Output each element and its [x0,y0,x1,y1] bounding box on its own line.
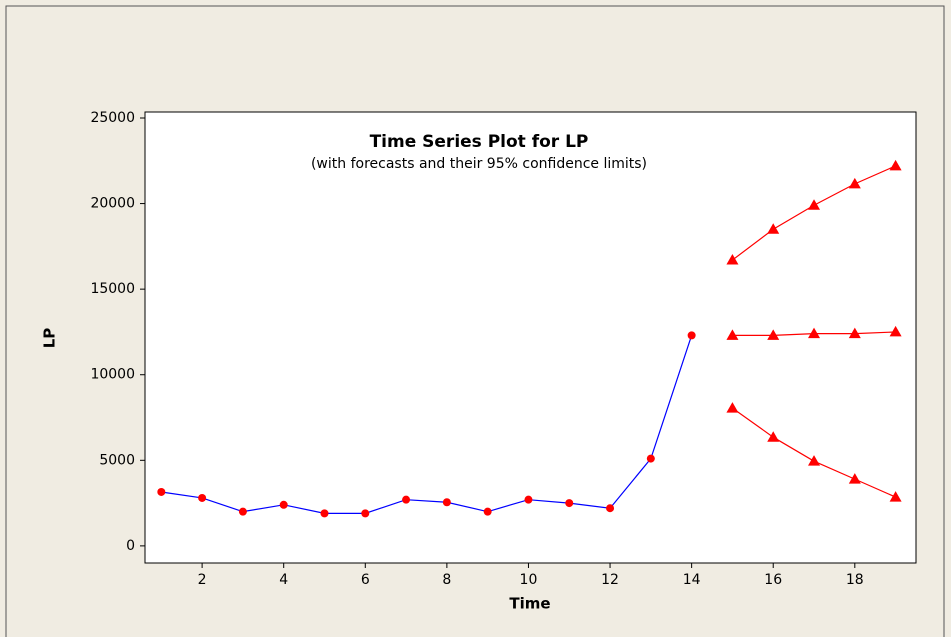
marker [361,509,370,518]
marker [808,199,821,210]
y-tick-label: 20000 [90,196,135,212]
marker [848,327,861,339]
marker [606,504,615,513]
marker [565,499,574,508]
marker [726,402,739,413]
marker [726,254,739,265]
marker [687,331,696,340]
x-tick-label: 4 [279,572,288,588]
x-tick-label: 6 [361,572,370,588]
marker [808,327,821,339]
marker [767,431,780,442]
marker [483,507,492,516]
marker [157,487,166,496]
y-tick-label: 5000 [99,452,135,468]
marker [767,223,780,234]
marker [848,177,861,189]
series-line [161,335,693,514]
x-axis-label: Time [509,595,550,613]
marker [848,473,861,484]
marker [279,500,288,509]
x-tick-label: 2 [198,572,207,588]
marker [320,509,329,518]
marker [889,325,902,337]
marker [808,455,821,466]
x-tick-label: 16 [764,572,782,588]
marker [889,491,902,502]
x-tick-label: 8 [442,572,451,588]
chart-title: Time Series Plot for LP [370,132,589,152]
y-tick-label: 10000 [90,367,135,383]
y-axis-label: LP [41,328,59,349]
marker [646,454,655,463]
y-tick-label: 0 [126,538,135,554]
marker [442,498,451,507]
x-tick-label: 12 [601,572,619,588]
marker [726,329,739,340]
marker [402,495,411,504]
x-tick-label: 18 [846,572,864,588]
marker [767,329,780,340]
marker [198,493,207,502]
marker [238,507,247,516]
x-tick-label: 10 [520,572,538,588]
marker [524,495,533,504]
y-tick-label: 15000 [90,281,135,297]
x-tick-label: 14 [683,572,701,588]
chart-subtitle: (with forecasts and their 95% confidence… [311,156,647,172]
marker [889,159,902,171]
plot-area [144,111,917,564]
y-tick-label: 25000 [90,110,135,126]
